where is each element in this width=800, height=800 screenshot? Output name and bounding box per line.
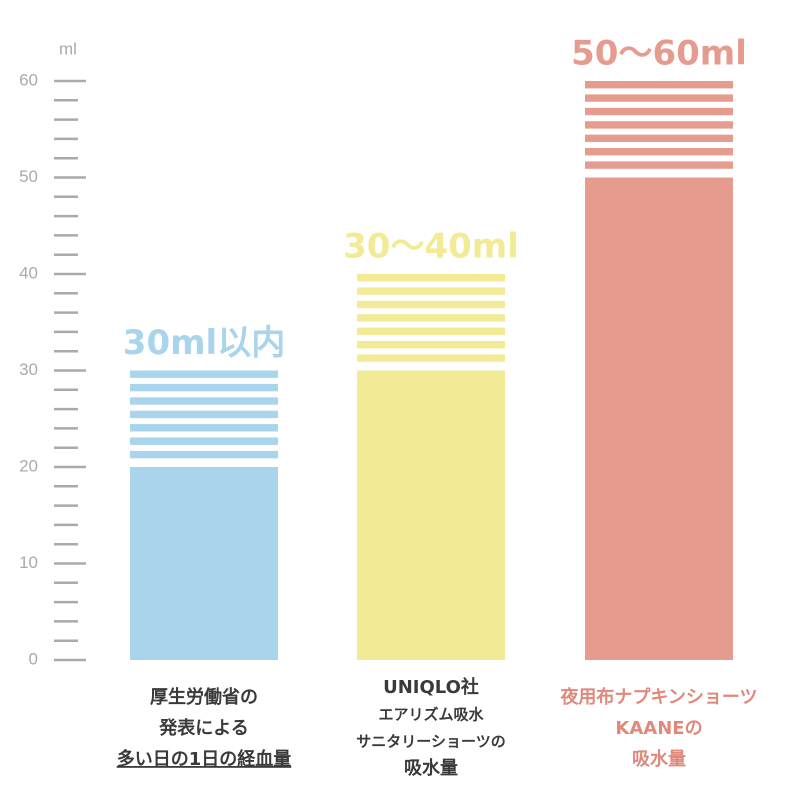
bar-range <box>130 370 278 462</box>
bar-range <box>357 274 505 366</box>
y-tick-label: 30 <box>19 360 38 379</box>
y-tick-label: 60 <box>19 70 38 89</box>
category-label: 吸水量 <box>632 748 686 770</box>
y-unit: ml <box>59 39 77 58</box>
y-tick-label: 50 <box>19 167 38 186</box>
category-label: 夜用布ナプキンショーツ <box>559 686 757 708</box>
category-label: 吸水量 <box>404 757 458 779</box>
y-tick-label: 40 <box>19 263 38 282</box>
category-label: 多い日の1日の経血量 <box>117 748 292 770</box>
category-label: UNIQLO社 <box>383 676 479 698</box>
category-label: エアリズム吸水 <box>378 706 484 724</box>
bar-solid <box>357 370 505 660</box>
category-label: 厚生労働省の <box>150 686 258 708</box>
bar-solid <box>585 177 733 660</box>
value-label: 50〜60ml <box>571 34 747 74</box>
y-tick-label: 10 <box>19 553 38 572</box>
y-tick-label: 20 <box>19 456 38 475</box>
category-label: KAANEの <box>615 718 702 739</box>
value-label: 30ml以内 <box>123 323 285 363</box>
category-label: 発表による <box>158 717 248 739</box>
bar-range <box>585 81 733 173</box>
y-tick-label: 0 <box>29 649 38 668</box>
bar-solid <box>130 467 278 660</box>
category-label: サニタリーショーツの <box>356 733 505 751</box>
value-label: 30〜40ml <box>343 227 519 267</box>
